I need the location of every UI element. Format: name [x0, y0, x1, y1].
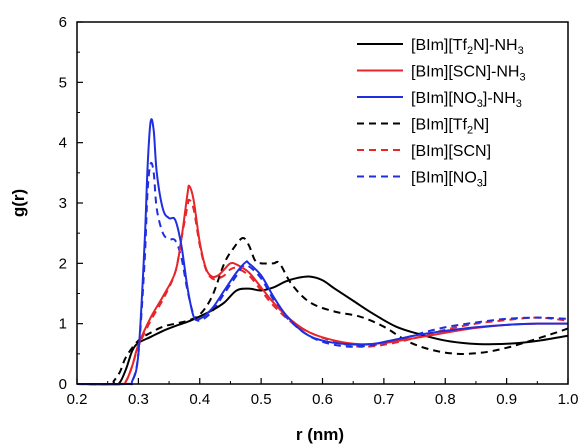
x-tick-label: 1.0 — [558, 391, 579, 408]
plot-frame — [76, 21, 569, 385]
y-tick-label: 5 — [59, 74, 67, 91]
x-tick-label: 0.9 — [496, 391, 517, 408]
x-tick-label: 0.6 — [312, 391, 333, 408]
series-line-4 — [76, 198, 569, 386]
y-tick-label: 4 — [59, 135, 67, 152]
series-line-5 — [76, 161, 569, 386]
legend-entry: [BIm][NO3] — [411, 170, 487, 190]
x-axis-label: r (nm) — [296, 425, 344, 444]
x-tick-label: 0.7 — [373, 391, 394, 408]
axes: 0.2 0.3 0.4 0.5 0.6 0.7 0.8 0.9 1.0 0 1 2 3 4 5 6 — [59, 14, 579, 408]
x-tick-label: 0.3 — [128, 391, 149, 408]
legend-entry: [BIm][Tf2N]-NH3 — [411, 37, 524, 57]
y-tick-label: 2 — [59, 255, 67, 272]
x-tick-label: 0.5 — [251, 391, 272, 408]
series-line-1 — [76, 184, 569, 386]
legend: [BIm][Tf2N]-NH3 [BIm][SCN]-NH3 [BIm][NO3]-… — [357, 37, 526, 190]
legend-entry: [BIm][SCN]-NH3 — [411, 64, 526, 84]
x-tick-label: 0.8 — [435, 391, 456, 408]
series-line-3 — [76, 236, 569, 386]
legend-entry: [BIm][NO3]-NH3 — [411, 90, 522, 110]
x-tick-label: 0.4 — [189, 391, 210, 408]
y-tick-label: 6 — [59, 14, 67, 31]
legend-entry: [BIm][Tf2N] — [411, 117, 489, 137]
series-lines — [76, 118, 569, 386]
y-tick-label: 3 — [59, 195, 67, 212]
x-tick-label: 0.2 — [67, 391, 88, 408]
series-line-0 — [76, 275, 569, 386]
legend-entry: [BIm][SCN] — [411, 143, 491, 160]
series-line-2 — [76, 118, 569, 386]
y-tick-label: 1 — [59, 316, 67, 333]
y-tick-label: 0 — [59, 376, 67, 393]
plot-border — [76, 21, 569, 385]
y-axis-label: g(r) — [9, 189, 28, 217]
